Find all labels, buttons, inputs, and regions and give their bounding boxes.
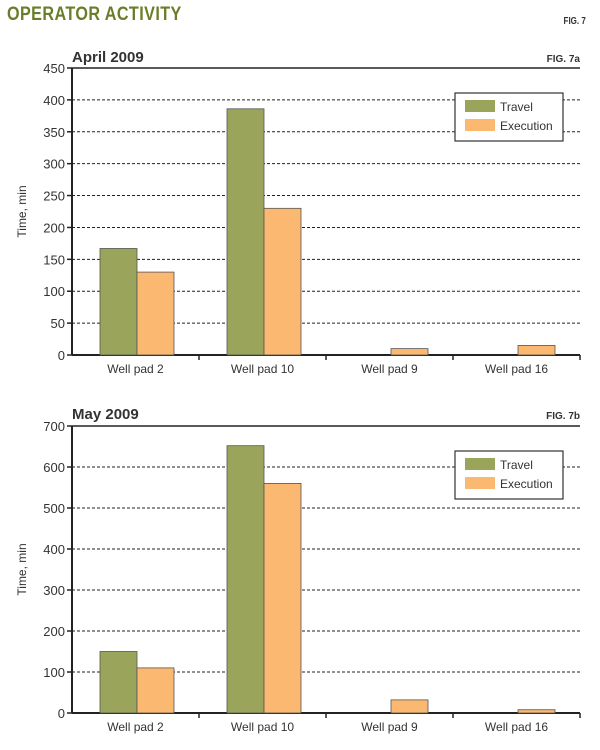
legend-label: Execution	[500, 119, 553, 133]
chart-title: April 2009	[72, 49, 144, 66]
figure-label: FIG. 7	[563, 16, 586, 27]
y-tick-label: 100	[43, 665, 65, 680]
x-tick-label: Well pad 16	[485, 362, 548, 376]
legend-swatch-execution	[465, 119, 495, 131]
execution-bar-2	[263, 207, 302, 356]
execution-bar-3	[390, 699, 429, 714]
y-tick-label: 500	[43, 501, 65, 516]
legend-label: Travel	[500, 458, 533, 472]
x-tick-label: Well pad 9	[361, 362, 418, 376]
y-tick-label: 250	[43, 189, 65, 204]
legend-label: Travel	[500, 100, 533, 114]
travel-bar-1	[99, 248, 138, 356]
y-tick-label: 0	[58, 348, 65, 363]
y-tick-label: 700	[43, 419, 65, 434]
travel-bar-2	[226, 445, 265, 714]
x-tick-label: Well pad 10	[231, 720, 294, 734]
y-tick-label: 300	[43, 157, 65, 172]
chart-title: May 2009	[72, 406, 139, 423]
y-tick-label: 100	[43, 284, 65, 299]
y-tick-label: 400	[43, 93, 65, 108]
x-tick-label: Well pad 2	[107, 362, 164, 376]
legend-swatch-travel	[465, 458, 495, 470]
x-tick-label: Well pad 10	[231, 362, 294, 376]
x-tick-label: Well pad 16	[485, 720, 548, 734]
travel-bar-2	[226, 108, 265, 356]
figure-title: OPERATOR ACTIVITY	[7, 4, 182, 25]
chart-fig-label: FIG. 7b	[546, 411, 580, 422]
y-axis-title: Time, min	[15, 185, 29, 237]
travel-bar-1	[99, 651, 138, 714]
execution-bar-3	[390, 348, 429, 356]
y-tick-label: 0	[58, 706, 65, 721]
legend-swatch-execution	[465, 477, 495, 489]
y-axis-title: Time, min	[15, 543, 29, 595]
legend-box	[454, 92, 564, 142]
execution-bar-4	[517, 709, 556, 714]
x-tick-label: Well pad 2	[107, 720, 164, 734]
legend-label: Execution	[500, 477, 553, 491]
execution-bar-1	[136, 667, 175, 714]
y-tick-label: 400	[43, 542, 65, 557]
execution-bar-1	[136, 271, 175, 356]
legend-swatch-travel	[465, 100, 495, 112]
y-tick-label: 200	[43, 624, 65, 639]
y-tick-label: 300	[43, 583, 65, 598]
y-tick-label: 450	[43, 61, 65, 76]
y-tick-label: 200	[43, 220, 65, 235]
y-tick-label: 600	[43, 460, 65, 475]
x-tick-label: Well pad 9	[361, 720, 418, 734]
execution-bar-2	[263, 482, 302, 714]
y-tick-label: 150	[43, 252, 65, 267]
execution-bar-4	[517, 345, 556, 356]
y-tick-label: 350	[43, 125, 65, 140]
y-tick-label: 50	[51, 316, 65, 331]
chart-fig-label: FIG. 7a	[547, 54, 581, 65]
